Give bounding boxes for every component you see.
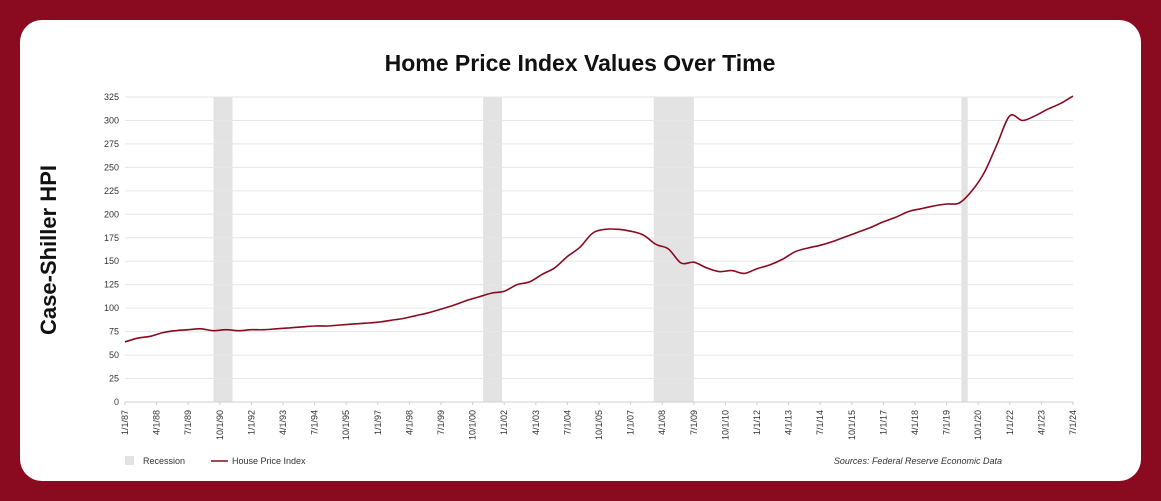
x-tick-label: 10/1/95: [341, 410, 351, 440]
x-tick-label: 4/1/08: [657, 410, 667, 435]
x-tick-label: 7/1/99: [436, 410, 446, 435]
x-tick-label: 7/1/14: [815, 410, 825, 435]
legend-recession-label: Recession: [143, 456, 185, 466]
x-tick-label: 10/1/00: [468, 410, 478, 440]
y-tick-label: 250: [104, 162, 119, 172]
y-tick-label: 325: [104, 92, 119, 102]
x-tick-label: 10/1/20: [973, 410, 983, 440]
x-tick-label: 7/1/19: [942, 410, 952, 435]
x-tick-label: 7/1/94: [310, 410, 320, 435]
gridlines: [125, 96, 1073, 403]
x-tick-label: 1/1/87: [120, 410, 130, 435]
recession-band: [483, 97, 503, 402]
y-tick-label: 275: [104, 139, 119, 149]
x-tick-label: 1/1/17: [878, 410, 888, 435]
x-tick-label: 7/1/89: [183, 410, 193, 435]
x-tick-label: 4/1/03: [531, 410, 541, 435]
series-line-house-price-index: [124, 95, 1074, 343]
y-tick-label: 175: [104, 233, 119, 243]
x-tick-label: 4/1/23: [1036, 410, 1046, 435]
y-ticks: 0 25 50 75 100 125 150 175 200 225 250 275 300 325: [104, 92, 119, 407]
source-note: Sources: Federal Reserve Economic Data: [834, 456, 1002, 466]
y-tick-label: 200: [104, 209, 119, 219]
y-tick-label: 100: [104, 303, 119, 313]
legend-recession-swatch: [125, 456, 134, 465]
recession-band: [653, 97, 694, 402]
x-tick-label: 1/1/12: [752, 410, 762, 435]
y-tick-label: 0: [114, 397, 119, 407]
y-tick-label: 225: [104, 186, 119, 196]
x-tick-label: 1/1/02: [499, 410, 509, 435]
x-tick-label: 7/1/24: [1068, 410, 1078, 435]
y-tick-label: 300: [104, 115, 119, 125]
recession-bands: [213, 97, 968, 402]
x-tick-label: 4/1/13: [784, 410, 794, 435]
chart-title: Home Price Index Values Over Time: [385, 50, 776, 76]
y-tick-label: 25: [109, 374, 119, 384]
x-tick-label: 10/1/05: [594, 410, 604, 440]
x-tick-label: 1/1/22: [1005, 410, 1015, 435]
x-tick-label: 10/1/90: [215, 410, 225, 440]
x-tick-label: 1/1/92: [246, 410, 256, 435]
y-axis-label: Case-Shiller HPI: [36, 165, 61, 335]
y-tick-label: 150: [104, 256, 119, 266]
x-tick-label: 10/1/15: [847, 410, 857, 440]
y-tick-label: 75: [109, 327, 119, 337]
x-tick-label: 4/1/98: [404, 410, 414, 435]
x-ticks: 1/1/87 4/1/88 7/1/89 10/1/90 1/1/92 4/1/93 7/1…: [120, 402, 1078, 440]
y-tick-label: 125: [104, 280, 119, 290]
recession-band: [961, 97, 968, 402]
x-tick-label: 1/1/97: [373, 410, 383, 435]
recession-band: [213, 97, 233, 402]
series-layer: [124, 95, 1074, 343]
x-tick-label: 4/1/93: [278, 410, 288, 435]
y-tick-label: 50: [109, 350, 119, 360]
x-tick-label: 7/1/04: [562, 410, 572, 435]
x-tick-label: 10/1/10: [720, 410, 730, 440]
x-tick-label: 4/1/88: [152, 410, 162, 435]
x-tick-label: 1/1/07: [626, 410, 636, 435]
legend-hpi-label: House Price Index: [232, 456, 306, 466]
x-tick-label: 7/1/09: [689, 410, 699, 435]
x-tick-label: 4/1/18: [910, 410, 920, 435]
